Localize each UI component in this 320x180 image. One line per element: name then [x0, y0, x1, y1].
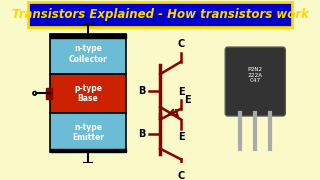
- FancyBboxPatch shape: [28, 2, 292, 27]
- Text: E: E: [178, 132, 185, 142]
- FancyBboxPatch shape: [225, 47, 285, 116]
- Bar: [50, 113, 126, 152]
- Bar: [50, 34, 126, 38]
- Text: B: B: [138, 129, 146, 139]
- Text: B: B: [138, 86, 146, 96]
- Bar: [50, 148, 126, 152]
- Text: P2N2
222A
C47: P2N2 222A C47: [247, 67, 262, 84]
- Text: C: C: [178, 171, 185, 180]
- Bar: [50, 34, 126, 74]
- Text: E: E: [178, 87, 185, 97]
- Text: Transistors Explained - How transistors work: Transistors Explained - How transistors …: [12, 8, 308, 21]
- Text: n-type
Collector: n-type Collector: [68, 44, 108, 64]
- Text: n-type
Emitter: n-type Emitter: [72, 123, 104, 142]
- Bar: [46, 88, 52, 99]
- Text: C: C: [178, 39, 185, 49]
- Text: p-type
Base: p-type Base: [74, 84, 102, 103]
- Bar: [50, 74, 126, 113]
- Text: E: E: [185, 95, 191, 105]
